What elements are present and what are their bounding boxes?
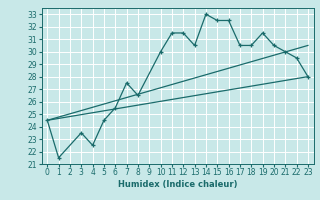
- X-axis label: Humidex (Indice chaleur): Humidex (Indice chaleur): [118, 180, 237, 189]
